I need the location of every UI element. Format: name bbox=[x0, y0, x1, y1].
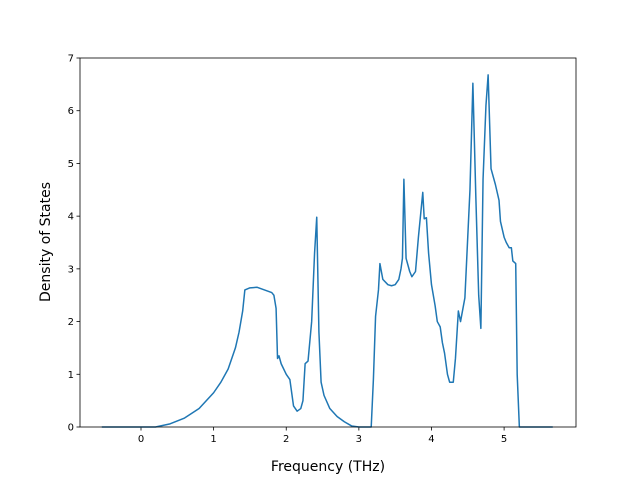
y-tick-label: 0 bbox=[68, 423, 74, 434]
y-tick-label: 4 bbox=[68, 212, 74, 223]
y-tick-label: 7 bbox=[68, 54, 74, 65]
x-tick-label: 0 bbox=[138, 434, 144, 445]
dos-line bbox=[101, 74, 553, 428]
x-tick-label: 4 bbox=[428, 434, 434, 445]
x-tick-label: 5 bbox=[501, 434, 507, 445]
y-tick-label: 6 bbox=[68, 106, 74, 117]
y-tick-label: 1 bbox=[68, 370, 74, 381]
y-tick-label: 5 bbox=[68, 159, 74, 170]
y-axis-label: Density of States bbox=[38, 182, 54, 302]
y-tick-label: 3 bbox=[68, 264, 74, 275]
x-axis-label: Frequency (THz) bbox=[271, 459, 385, 475]
x-tick-label: 3 bbox=[356, 434, 362, 445]
y-tick-label: 2 bbox=[68, 317, 74, 328]
x-tick-label: 1 bbox=[210, 434, 216, 445]
x-tick-label: 2 bbox=[283, 434, 289, 445]
plot-frame bbox=[79, 57, 577, 428]
